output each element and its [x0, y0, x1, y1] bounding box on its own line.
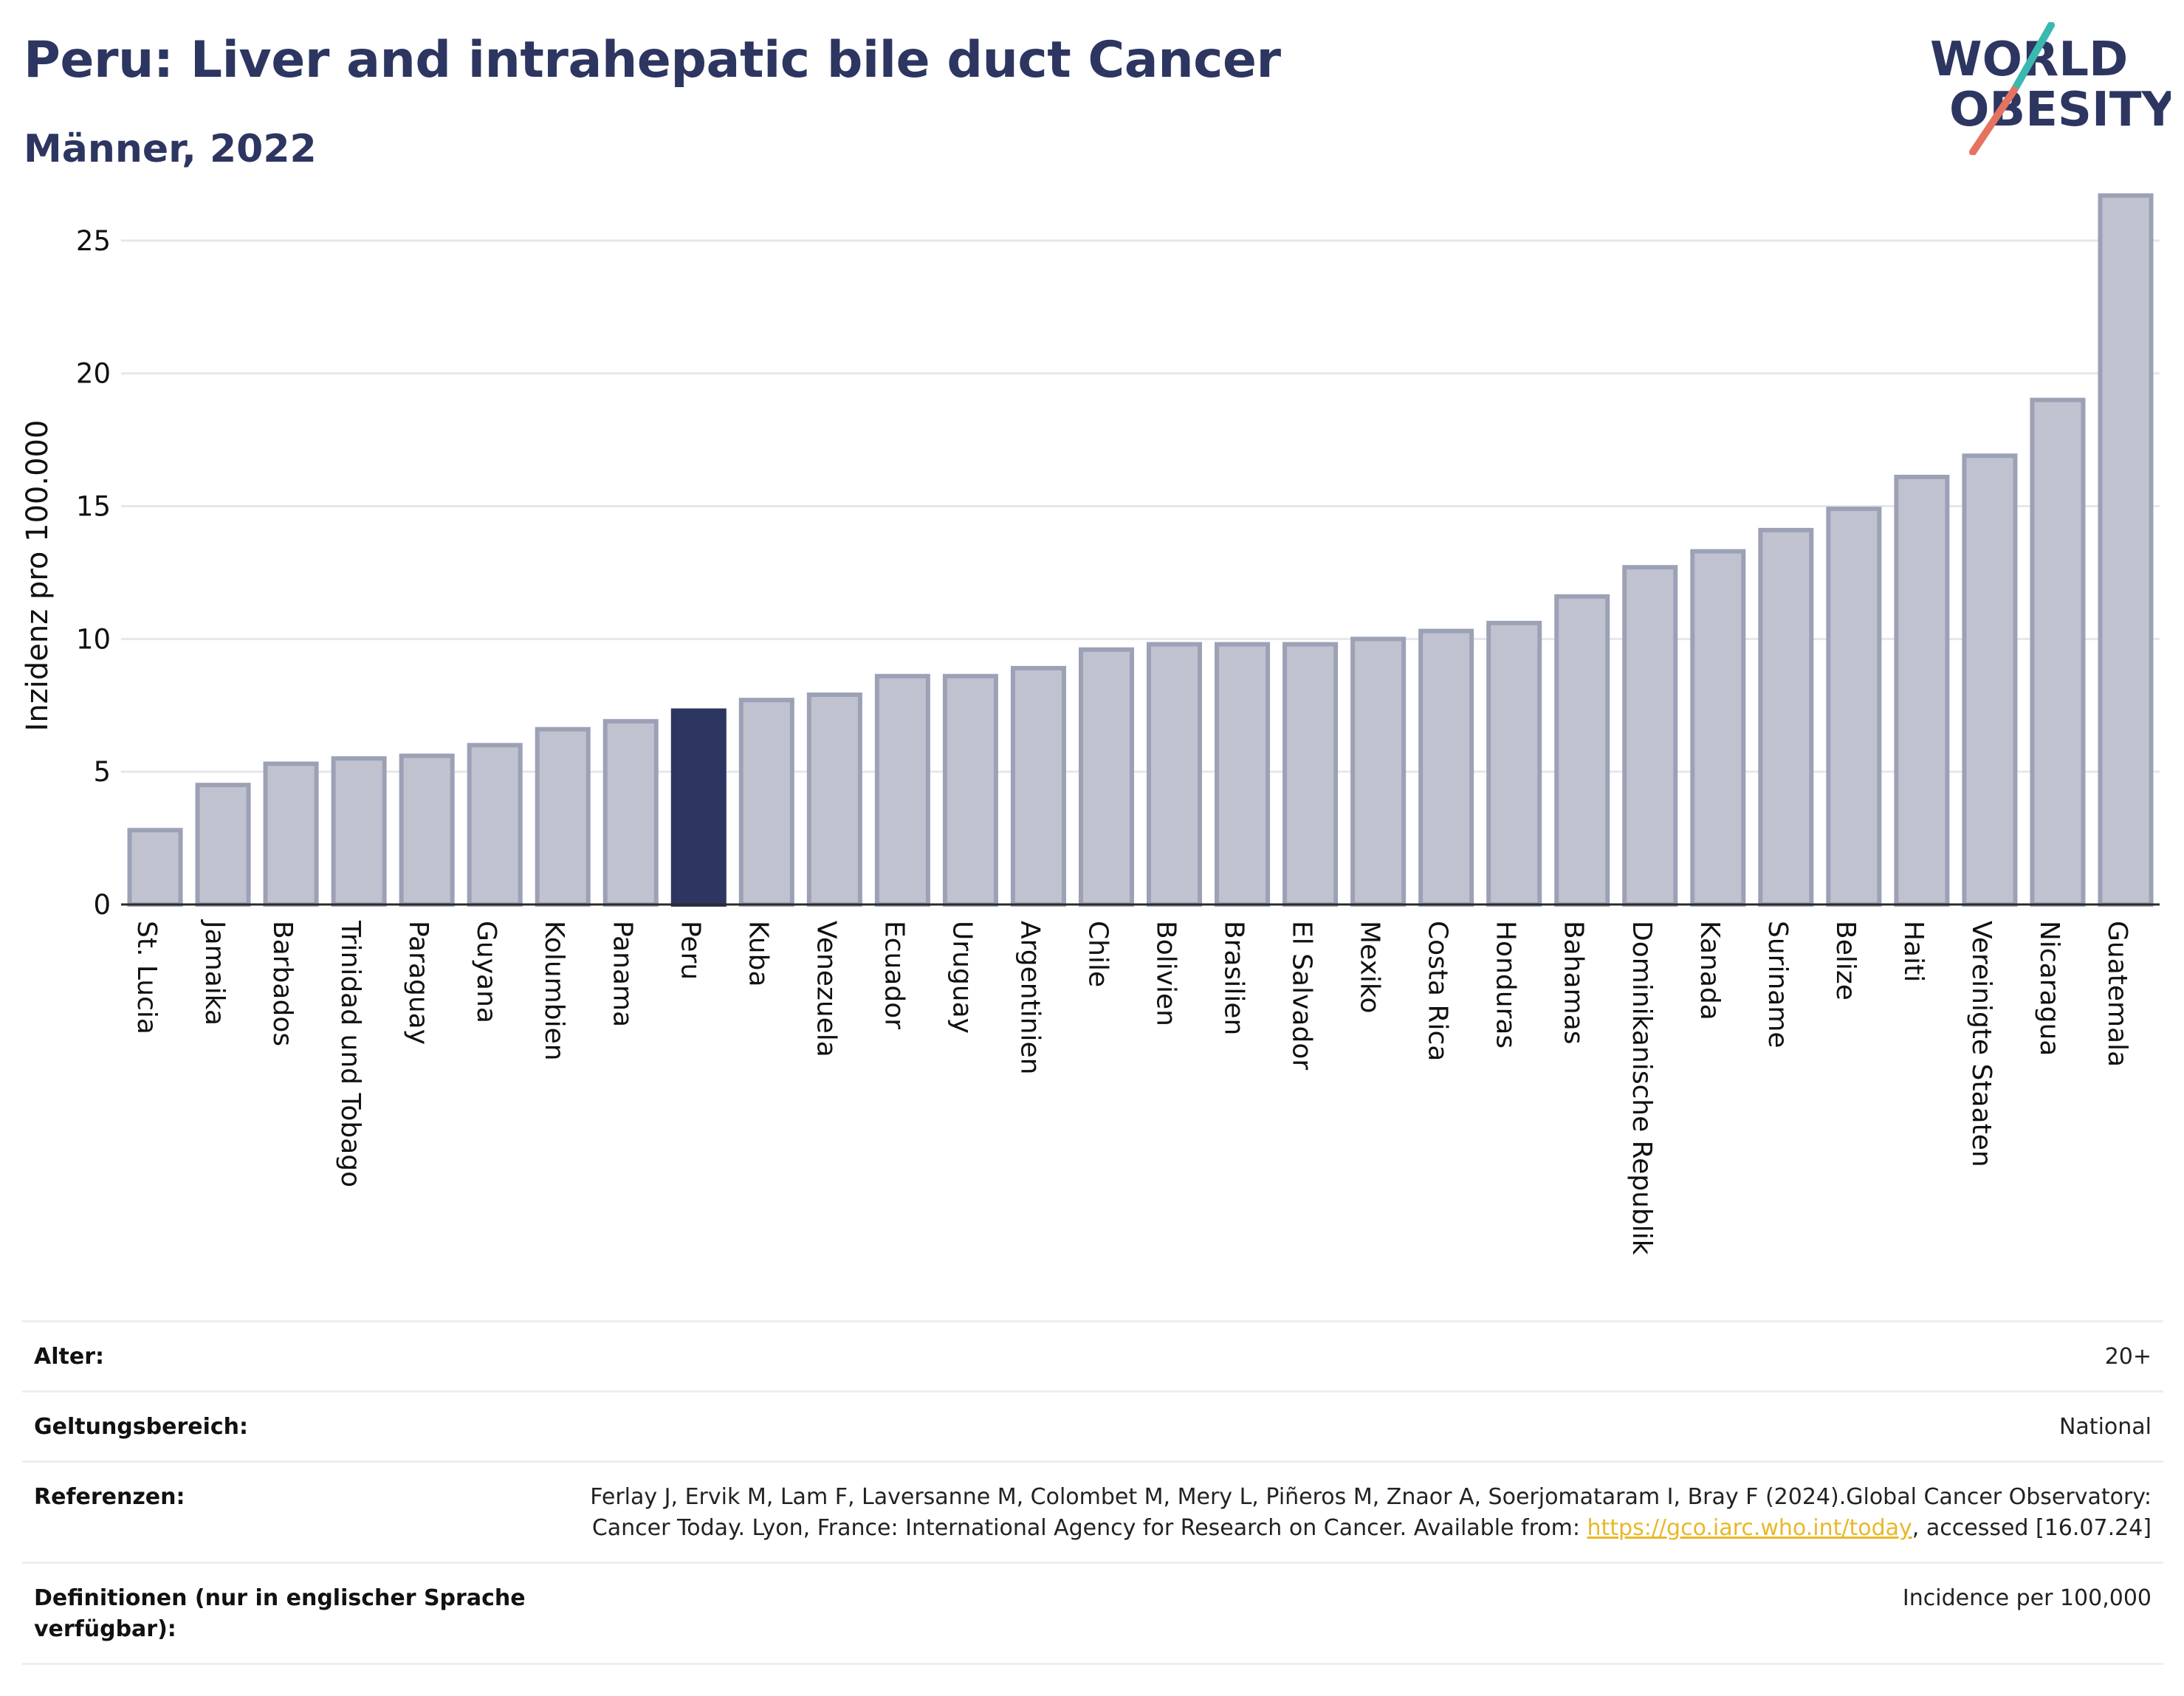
y-tick-label: 5: [93, 756, 111, 788]
x-tick-label: St. Lucia: [131, 921, 162, 1034]
grid-lines: [121, 239, 2160, 773]
x-tick-label: Peru: [675, 921, 705, 980]
x-tick-label: Dominikanische Republik: [1627, 921, 1657, 1255]
x-tick-label: Kanada: [1694, 921, 1725, 1020]
meta-value-references: Ferlay J, Ervik M, Lam F, Laversanne M, …: [564, 1482, 2152, 1544]
y-tick-label: 10: [76, 623, 111, 655]
x-tick-label: Kuba: [743, 921, 773, 987]
reference-accessed: , accessed [16.07.24]: [1912, 1515, 2152, 1541]
bar: [1078, 647, 1134, 907]
x-tick-label: Guyana: [471, 921, 501, 1023]
meta-row-age: Alter: 20+: [22, 1322, 2163, 1393]
bar: [399, 753, 455, 907]
y-tick-label: 20: [76, 358, 111, 390]
bar: [874, 673, 930, 907]
bar: [263, 761, 319, 907]
bar-highlight: [670, 708, 727, 907]
x-tick-label: Ecuador: [879, 921, 909, 1029]
x-tick-label: Mexiko: [1355, 921, 1385, 1013]
chart-subtitle: Männer, 2022: [24, 127, 317, 171]
x-tick-label: Argentinien: [1014, 921, 1045, 1075]
meta-key-references: Referenzen:: [34, 1484, 185, 1510]
x-tick-label: Uruguay: [947, 921, 977, 1034]
x-tick-label: Panama: [607, 921, 637, 1027]
logo-slash-coral: [1969, 86, 2018, 155]
bar: [738, 698, 794, 907]
bar: [1010, 665, 1066, 907]
x-tick-label: Honduras: [1491, 921, 1521, 1048]
bar: [1486, 620, 1542, 907]
x-tick-label: Kolumbien: [539, 921, 569, 1061]
bar: [602, 718, 659, 907]
chart-title: Peru: Liver and intrahepatic bile duct C…: [24, 31, 1281, 89]
x-tick-label: Suriname: [1762, 921, 1793, 1048]
x-tick-label: Brasilien: [1219, 921, 1249, 1035]
y-tick-label: 0: [93, 889, 111, 921]
bar: [467, 743, 523, 907]
y-tick-labels: 0 5 10 15 20 25: [76, 225, 111, 921]
x-tick-label: Chile: [1082, 921, 1113, 987]
metadata-table: Alter: 20+ Geltungsbereich: National Ref…: [22, 1320, 2163, 1665]
meta-row-definitions: Definitionen (nur in englischer Sprache …: [22, 1564, 2163, 1665]
meta-value-scope: National: [2058, 1414, 2152, 1440]
x-tick-label: Bolivien: [1151, 921, 1181, 1026]
bar: [1350, 636, 1407, 907]
bars: [127, 193, 2154, 907]
meta-value-definitions: Incidence per 100,000: [1902, 1585, 2152, 1611]
x-tick-label: Costa Rica: [1423, 921, 1453, 1061]
x-tick-label: El Salvador: [1287, 921, 1317, 1070]
world-obesity-logo: WORLD OBESITY: [1930, 22, 2171, 155]
x-tick-label: Venezuela: [811, 921, 841, 1057]
bar: [1962, 453, 2018, 907]
meta-key-definitions: Definitionen (nur in englischer Sprache …: [34, 1585, 526, 1642]
bar: [1894, 474, 1950, 907]
meta-value-age: 20+: [2104, 1344, 2152, 1370]
bar-chart: 0 5 10 15 20 25 St. Lucia Jamaika Barbados Trini…: [21, 193, 2160, 1255]
bar: [1215, 642, 1271, 907]
meta-row-references: Referenzen: Ferlay J, Ervik M, Lam F, La…: [22, 1463, 2163, 1564]
x-tick-label: Trinidad und Tobago: [335, 920, 365, 1187]
x-tick-label: Bahamas: [1559, 921, 1589, 1045]
x-tick-label: Vereinigte Staaten: [1966, 921, 1996, 1167]
x-tick-label: Belize: [1830, 921, 1861, 1000]
reference-text: Ferlay J, Ervik M, Lam F, Laversanne M, …: [590, 1484, 2152, 1541]
bar: [1690, 549, 1746, 907]
x-tick-labels: St. Lucia Jamaika Barbados Trinidad und Tob…: [131, 919, 2132, 1255]
bar: [331, 756, 387, 907]
reference-link[interactable]: https://gco.iarc.who.int/today: [1587, 1515, 1912, 1541]
bar: [1147, 642, 1203, 907]
meta-row-scope: Geltungsbereich: National: [22, 1393, 2163, 1463]
bar: [535, 727, 591, 907]
logo-slash-teal: [2010, 22, 2055, 94]
bar: [2098, 193, 2154, 907]
bar: [2030, 397, 2086, 907]
x-tick-label: Paraguay: [403, 921, 433, 1045]
x-tick-label: Guatemala: [2102, 921, 2132, 1067]
bar: [1418, 628, 1474, 907]
bar: [1622, 565, 1678, 907]
bar: [1826, 507, 1882, 907]
bar: [195, 783, 251, 907]
bar: [1554, 594, 1610, 907]
bar: [127, 828, 183, 907]
meta-key-age: Alter:: [34, 1344, 104, 1370]
bar: [1282, 642, 1339, 907]
bar: [806, 692, 862, 907]
x-tick-label: Barbados: [267, 921, 298, 1046]
meta-key-scope: Geltungsbereich:: [34, 1414, 249, 1440]
y-tick-label: 15: [76, 491, 111, 523]
x-tick-label: Jamaika: [199, 919, 230, 1026]
x-tick-label: Haiti: [1898, 921, 1929, 982]
bar: [1758, 527, 1814, 907]
x-tick-label: Nicaragua: [2034, 921, 2064, 1056]
y-axis-label: Inzidenz pro 100.000: [21, 420, 55, 732]
bar: [942, 673, 998, 907]
y-tick-label: 25: [76, 225, 111, 257]
